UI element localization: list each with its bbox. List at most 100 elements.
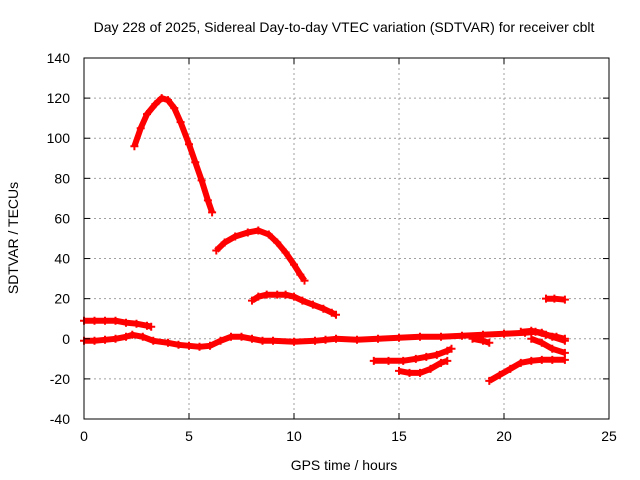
data-point: [560, 348, 569, 357]
data-point: [432, 350, 441, 359]
data-point: [332, 334, 340, 343]
data-point: [227, 332, 235, 341]
y-tick-label: 20: [54, 291, 70, 307]
data-point: [550, 294, 559, 303]
data-point: [537, 355, 546, 364]
data-point: [157, 94, 166, 103]
data-point: [319, 304, 328, 313]
data-point: [273, 290, 282, 299]
data-point: [527, 326, 536, 335]
data-point: [447, 344, 456, 353]
data-point: [220, 238, 229, 247]
data-point: [258, 336, 267, 345]
data-point: [416, 368, 424, 377]
data-point: [147, 322, 156, 331]
data-point: [374, 334, 382, 343]
data-point: [185, 341, 193, 350]
data-point: [300, 276, 309, 285]
data-point: [254, 292, 263, 301]
data-point: [399, 356, 408, 365]
data-point: [296, 270, 305, 279]
series-arc-early-flat: [80, 316, 156, 331]
data-point: [264, 230, 273, 239]
x-tick-label: 5: [185, 428, 193, 444]
data-point: [560, 295, 569, 304]
series-arc-late-20: [542, 294, 569, 304]
data-point: [443, 346, 452, 355]
data-point: [458, 331, 466, 340]
series-arc-high-peak: [130, 94, 217, 217]
data-point: [290, 337, 298, 346]
x-tick-label: 15: [391, 428, 407, 444]
data-point: [262, 290, 271, 299]
plot-frame: [83, 57, 610, 420]
data-series: [80, 94, 569, 385]
x-tick-label: 0: [80, 428, 88, 444]
data-point: [197, 176, 206, 185]
data-point: [395, 333, 403, 342]
data-point: [143, 110, 151, 119]
data-point: [248, 334, 256, 343]
data-point: [560, 355, 569, 364]
data-point: [311, 336, 319, 345]
y-tick-label: 120: [47, 90, 71, 106]
data-point: [290, 260, 298, 269]
data-point: [537, 328, 546, 337]
data-point: [548, 344, 557, 353]
series-arc-neg-16: [395, 356, 452, 377]
data-point: [384, 356, 393, 365]
y-tick-label: 100: [47, 130, 71, 146]
data-point: [237, 332, 246, 341]
chart-title: Day 228 of 2025, Sidereal Day-to-day VTE…: [94, 19, 595, 35]
data-point: [353, 335, 361, 344]
data-point: [149, 336, 158, 345]
data-point: [327, 308, 336, 317]
y-tick-label: -20: [50, 371, 70, 387]
series-arc-late-dip: [468, 334, 494, 347]
series-band: [530, 335, 566, 356]
data-point: [101, 335, 109, 344]
data-point: [254, 226, 263, 235]
grid-lines: [84, 58, 609, 419]
data-point: [281, 290, 290, 299]
data-point: [269, 336, 277, 345]
data-point: [101, 316, 109, 325]
data-point: [151, 100, 160, 109]
data-point: [548, 355, 557, 364]
data-point: [138, 332, 147, 341]
y-tick-label: 0: [62, 331, 70, 347]
data-point: [111, 334, 120, 343]
x-tick-label: 20: [496, 428, 512, 444]
data-point: [164, 96, 172, 105]
data-point: [176, 118, 185, 127]
data-point: [191, 158, 200, 167]
data-point: [208, 208, 217, 217]
data-point: [170, 104, 179, 113]
y-tick-label: -40: [50, 411, 70, 427]
series-arc-neg-20: [485, 355, 569, 385]
data-point: [143, 321, 151, 330]
data-point: [90, 336, 99, 345]
data-point: [136, 124, 145, 133]
data-point: [422, 352, 431, 361]
data-point: [203, 196, 212, 205]
data-point: [516, 358, 525, 367]
data-point: [405, 368, 414, 377]
data-point: [212, 246, 221, 255]
data-point: [111, 316, 120, 325]
data-point: [281, 248, 290, 257]
series-arc-late-down: [527, 334, 569, 357]
data-point: [231, 232, 240, 241]
data-point: [485, 338, 494, 347]
data-point: [527, 356, 536, 365]
data-point: [164, 338, 172, 347]
data-point: [479, 336, 487, 345]
data-point: [516, 327, 525, 336]
data-point: [495, 370, 504, 379]
y-tick-label: 80: [54, 170, 70, 186]
data-point: [216, 336, 225, 345]
data-point: [321, 335, 330, 344]
data-point: [548, 332, 557, 341]
y-axis-label: SDTVAR / TECUs: [5, 182, 21, 294]
data-point: [437, 332, 445, 341]
